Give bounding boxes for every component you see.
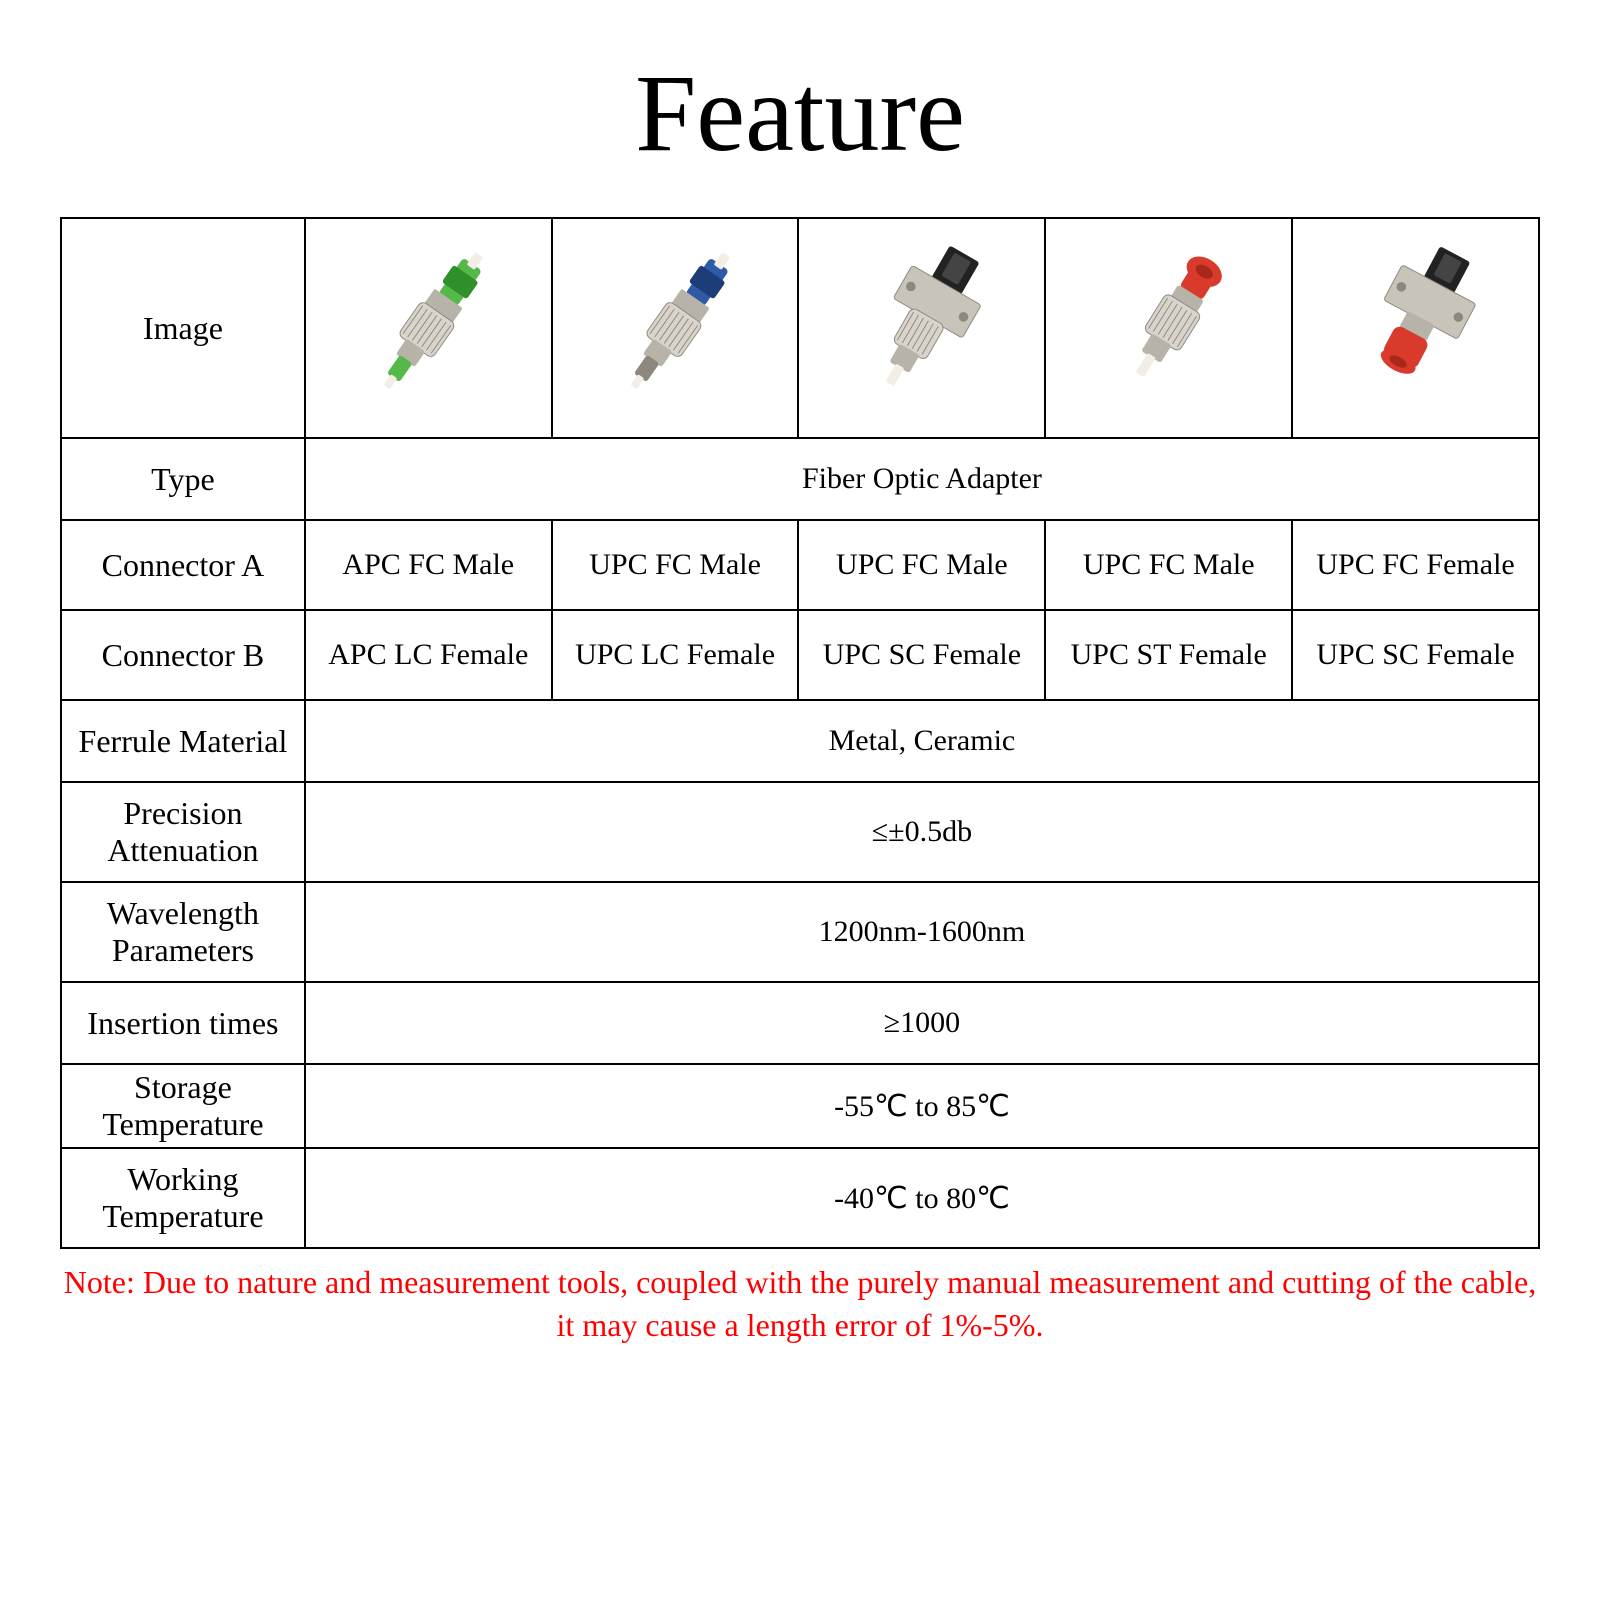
- row-label-wavelength: Wavelength Parameters: [61, 882, 305, 982]
- connB-3: UPC SC Female: [798, 610, 1045, 700]
- connA-4: UPC FC Male: [1045, 520, 1292, 610]
- wavelength-value: 1200nm-1600nm: [305, 882, 1539, 982]
- connector-icon: [1321, 233, 1511, 423]
- connB-1: APC LC Female: [305, 610, 552, 700]
- connB-5: UPC SC Female: [1292, 610, 1539, 700]
- connA-3: UPC FC Male: [798, 520, 1045, 610]
- connA-5: UPC FC Female: [1292, 520, 1539, 610]
- working-value: -40℃ to 80℃: [305, 1148, 1539, 1248]
- type-value: Fiber Optic Adapter: [305, 438, 1539, 520]
- image-cell-5: [1292, 218, 1539, 438]
- row-label-connA: Connector A: [61, 520, 305, 610]
- row-label-type: Type: [61, 438, 305, 520]
- page-title: Feature: [60, 50, 1540, 177]
- connB-4: UPC ST Female: [1045, 610, 1292, 700]
- connector-icon: [333, 233, 523, 423]
- connA-2: UPC FC Male: [552, 520, 799, 610]
- row-label-ferrule: Ferrule Material: [61, 700, 305, 782]
- image-cell-4: [1045, 218, 1292, 438]
- image-cell-3: [798, 218, 1045, 438]
- row-label-image: Image: [61, 218, 305, 438]
- row-label-connB: Connector B: [61, 610, 305, 700]
- row-label-storage: Storage Temperature: [61, 1064, 305, 1148]
- connector-icon: [1074, 233, 1264, 423]
- footnote: Note: Due to nature and measurement tool…: [60, 1261, 1540, 1347]
- connector-icon: [827, 233, 1017, 423]
- feature-table: Image: [60, 217, 1540, 1249]
- connector-icon: [580, 233, 770, 423]
- storage-value: -55℃ to 85℃: [305, 1064, 1539, 1148]
- precision-value: ≤±0.5db: [305, 782, 1539, 882]
- ferrule-value: Metal, Ceramic: [305, 700, 1539, 782]
- connB-2: UPC LC Female: [552, 610, 799, 700]
- row-label-precision: Precision Attenuation: [61, 782, 305, 882]
- row-label-insertion: Insertion times: [61, 982, 305, 1064]
- connA-1: APC FC Male: [305, 520, 552, 610]
- row-label-working: Working Temperature: [61, 1148, 305, 1248]
- image-cell-2: [552, 218, 799, 438]
- image-cell-1: [305, 218, 552, 438]
- insertion-value: ≥1000: [305, 982, 1539, 1064]
